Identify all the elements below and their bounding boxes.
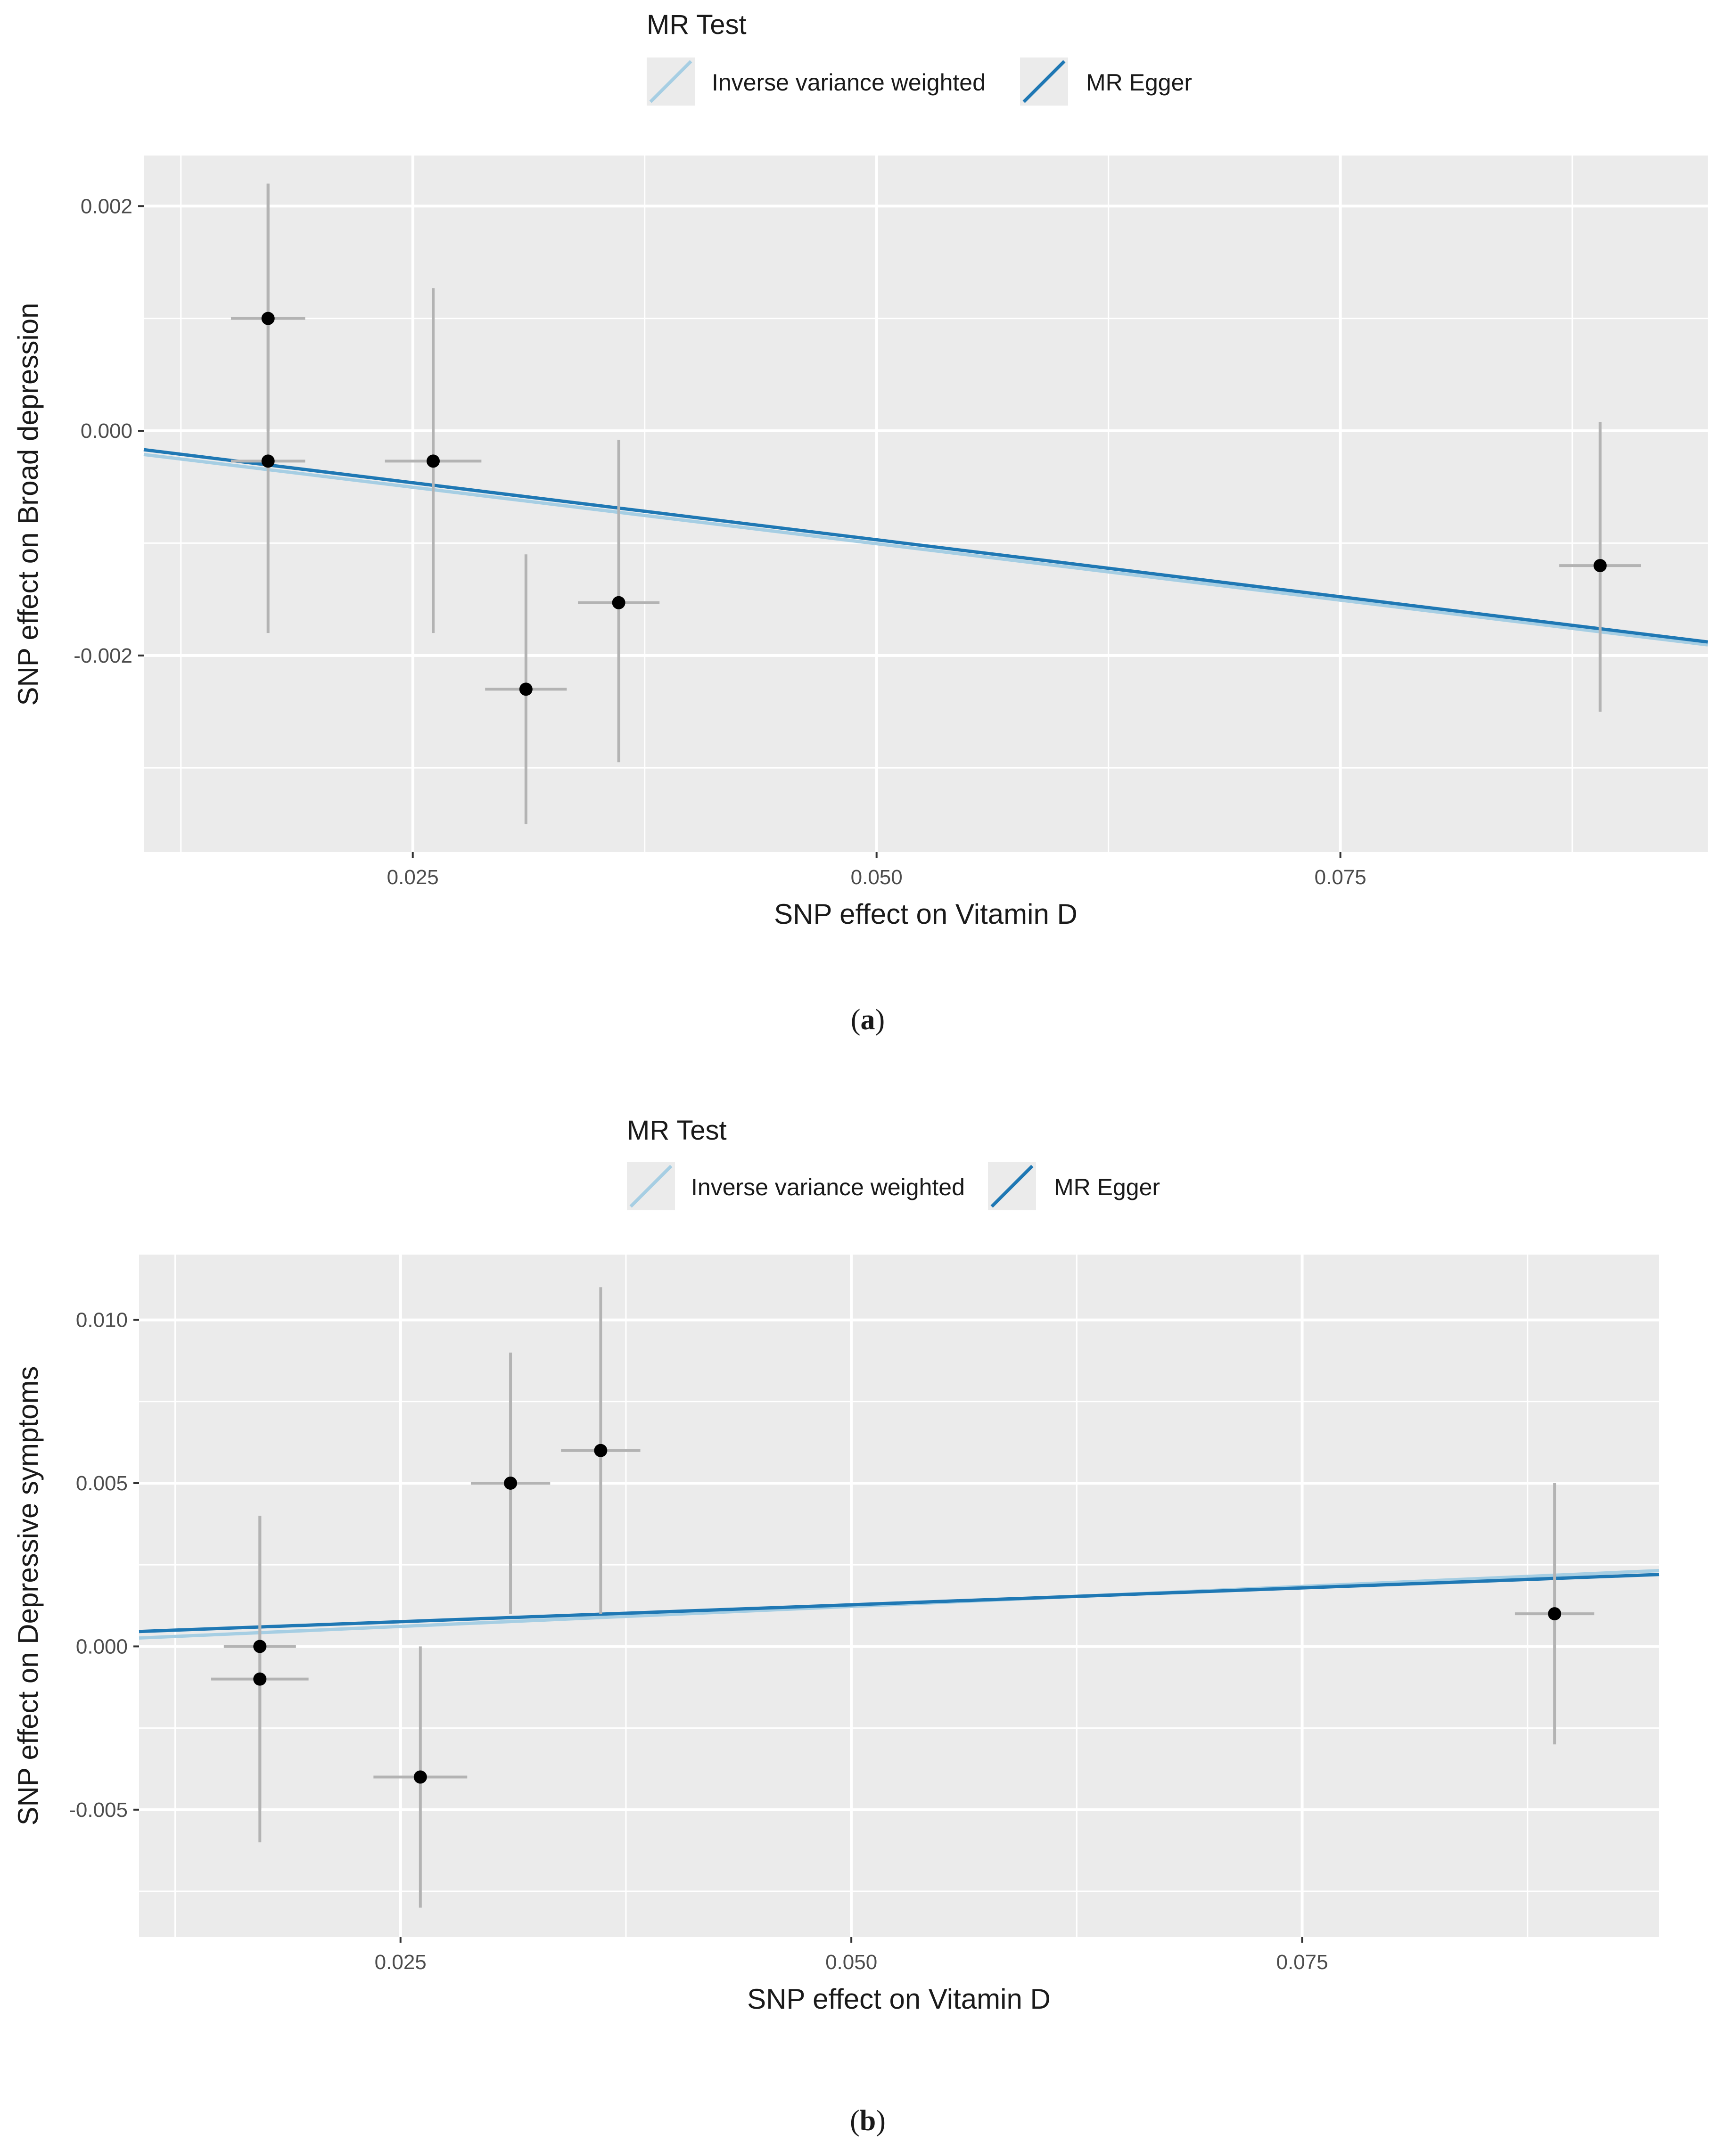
legend-a: MR Test Inverse variance weighted MR Egg… xyxy=(647,9,1192,106)
legend-title: MR Test xyxy=(647,9,747,40)
x-tick-label: 0.075 xyxy=(1276,1951,1328,1974)
y-tick-label: 0.010 xyxy=(76,1309,128,1332)
panel-a: 0.025 0.050 0.075 -0.002 0.000 0.002 SNP effe… xyxy=(12,156,1708,1036)
x-tick-label: 0.050 xyxy=(851,866,903,889)
tick-labels: 0.025 0.050 0.075 -0.005 0.000 0.005 0.010 xyxy=(69,1309,1328,1974)
y-tick-label: -0.005 xyxy=(69,1798,128,1822)
x-tick-label: 0.050 xyxy=(825,1951,877,1974)
legend-title: MR Test xyxy=(627,1115,727,1146)
y-tick-label: 0.000 xyxy=(81,419,132,443)
legend-key-ivw-line xyxy=(649,60,692,103)
data-point xyxy=(519,682,533,696)
panel-caption-a: (a) xyxy=(851,1004,885,1036)
y-tick-label: 0.000 xyxy=(76,1635,128,1658)
legend-label-ivw: Inverse variance weighted xyxy=(712,69,986,96)
data-point xyxy=(1548,1607,1562,1621)
mr-egger-regression-line xyxy=(139,1573,1660,1634)
data-point xyxy=(504,1476,518,1490)
x-axis-title: SNP effect on Vitamin D xyxy=(774,898,1078,930)
y-tick-label: 0.005 xyxy=(76,1472,128,1495)
legend-b: MR Test Inverse variance weighted MR Egg… xyxy=(627,1115,1160,1210)
data-points xyxy=(211,1287,1595,1908)
data-point xyxy=(261,454,275,468)
legend-key-egger-line xyxy=(1022,60,1066,103)
panel-b: 0.025 0.050 0.075 -0.005 0.000 0.005 0.010 SNP… xyxy=(12,1255,1660,2137)
legend-key-egger-line xyxy=(990,1165,1034,1208)
regression-lines xyxy=(139,1568,1660,1640)
x-tick-label: 0.025 xyxy=(375,1951,427,1974)
plot-panel-background xyxy=(139,1255,1659,1937)
panel-caption-b: (b) xyxy=(850,2105,886,2137)
regression-lines xyxy=(143,448,1708,647)
y-axis-title: SNP effect on Depressive symptoms xyxy=(12,1366,44,1826)
data-point xyxy=(413,1770,427,1784)
x-tick-label: 0.025 xyxy=(387,866,439,889)
x-axis-title: SNP effect on Vitamin D xyxy=(747,1983,1051,2015)
data-point xyxy=(1593,559,1607,573)
y-tick-label: 0.002 xyxy=(81,195,132,218)
y-tick-label: -0.002 xyxy=(74,644,132,667)
mr-egger-regression-line xyxy=(143,448,1708,644)
data-point xyxy=(261,312,275,325)
legend-label-egger: MR Egger xyxy=(1086,69,1192,96)
x-tick-label: 0.075 xyxy=(1315,866,1366,889)
legend-label-ivw: Inverse variance weighted xyxy=(691,1174,965,1200)
ivw-regression-line xyxy=(143,452,1708,647)
data-point xyxy=(594,1444,608,1457)
data-points xyxy=(230,183,1641,824)
data-point xyxy=(612,596,625,609)
tick-labels: 0.025 0.050 0.075 -0.002 0.000 0.002 xyxy=(74,195,1366,889)
gridlines xyxy=(139,1255,1659,1937)
data-point xyxy=(253,1672,267,1686)
data-point xyxy=(427,454,440,468)
plot-panel-background xyxy=(144,156,1708,852)
data-point xyxy=(253,1640,267,1653)
y-axis-title: SNP effect on Broad depression xyxy=(12,303,44,706)
gridlines xyxy=(144,156,1708,852)
legend-key-ivw-line xyxy=(629,1165,673,1208)
legend-label-egger: MR Egger xyxy=(1054,1174,1160,1200)
